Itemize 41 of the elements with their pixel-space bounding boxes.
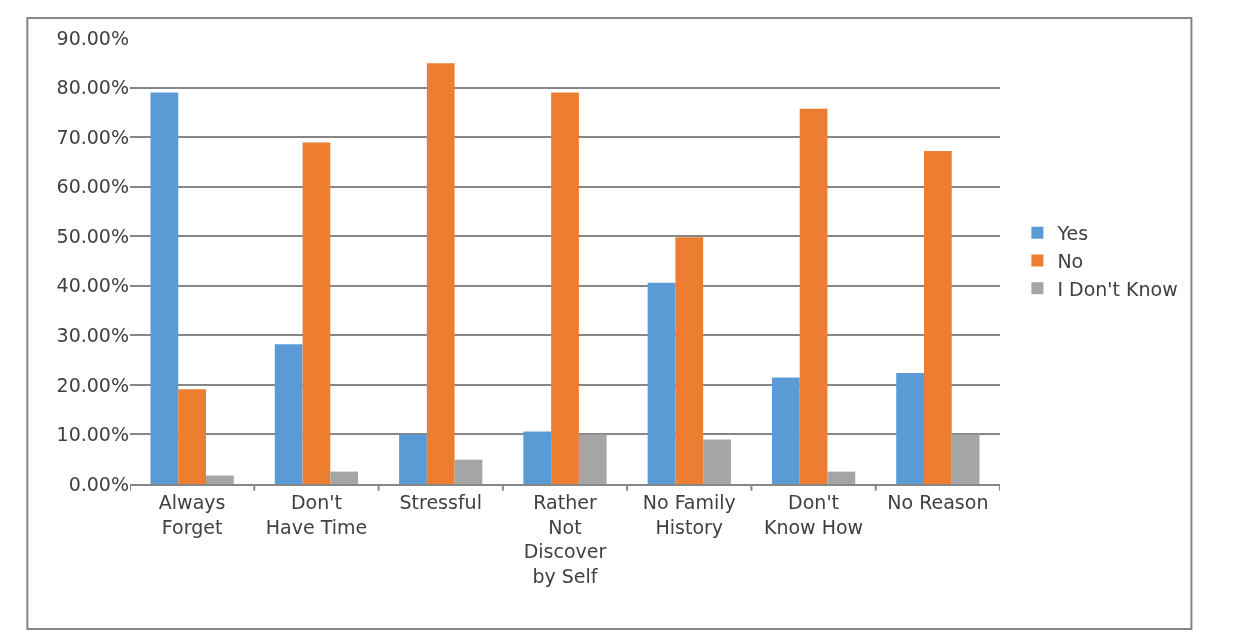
y-tick-label: 80.00% bbox=[56, 76, 129, 99]
y-tick-label: 90.00% bbox=[56, 26, 129, 49]
x-tick-label: Don't Know How bbox=[763, 490, 864, 538]
bar bbox=[206, 475, 234, 484]
y-tick-label: 60.00% bbox=[56, 175, 129, 198]
y-tick-label: 50.00% bbox=[56, 224, 129, 247]
bar bbox=[302, 142, 331, 484]
bar bbox=[454, 459, 483, 484]
bar bbox=[551, 92, 579, 484]
x-tick-label: Always Forget bbox=[158, 490, 226, 538]
y-tick-label: 10.00% bbox=[56, 423, 129, 446]
y-tick-label: 30.00% bbox=[56, 323, 129, 346]
legend-label: No bbox=[1057, 249, 1084, 272]
bar bbox=[578, 434, 607, 484]
legend-label: I Don't Know bbox=[1057, 277, 1178, 300]
bar bbox=[827, 471, 856, 484]
x-tick-label: No Reason bbox=[887, 490, 989, 513]
bar bbox=[426, 63, 455, 484]
x-tick-label: Don't Have Time bbox=[265, 490, 368, 538]
bar bbox=[647, 282, 676, 484]
bar bbox=[896, 373, 924, 484]
bar bbox=[330, 471, 359, 484]
x-tick-label: Stressful bbox=[399, 490, 482, 513]
bar bbox=[523, 431, 552, 484]
bar bbox=[150, 92, 179, 484]
y-tick-label: 40.00% bbox=[56, 274, 129, 297]
bar bbox=[799, 108, 828, 484]
bar bbox=[274, 344, 303, 484]
legend-label: Yes bbox=[1056, 222, 1089, 245]
bar bbox=[399, 434, 427, 484]
bar bbox=[771, 377, 800, 484]
x-tick-label: Rather Not Discover by Self bbox=[523, 490, 607, 587]
bar bbox=[923, 150, 952, 484]
bar bbox=[951, 434, 980, 484]
bar bbox=[675, 237, 704, 484]
y-tick-label: 0.00% bbox=[68, 472, 129, 495]
y-tick-label: 70.00% bbox=[56, 125, 129, 148]
bar bbox=[703, 439, 731, 484]
bar bbox=[178, 389, 207, 484]
x-tick-label: No Family History bbox=[642, 490, 736, 538]
y-tick-label: 20.00% bbox=[56, 373, 129, 396]
